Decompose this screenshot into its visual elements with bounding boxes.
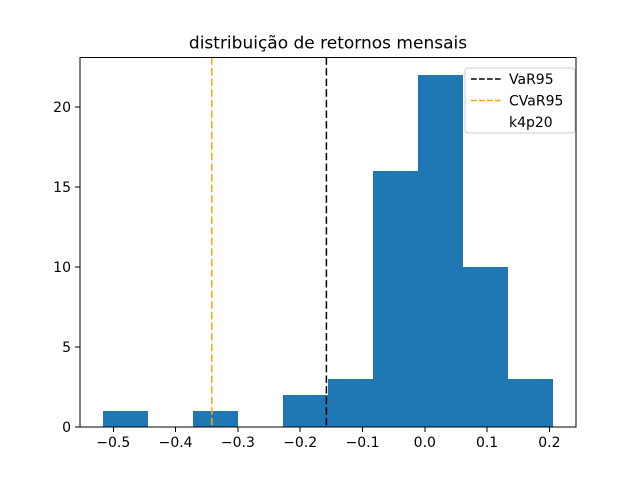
histogram-bar <box>103 411 148 428</box>
x-tick-label: −0.1 <box>346 435 380 451</box>
x-tick-label: 0.0 <box>414 435 436 451</box>
x-tick-label: −0.4 <box>159 435 193 451</box>
legend: VaR95 CVaR95 k4p20 <box>464 67 576 134</box>
histogram-bar <box>283 395 328 428</box>
y-axis-ticks: 0 5 10 15 20 <box>53 100 80 436</box>
y-tick-label: 15 <box>53 180 71 196</box>
x-tick-label: −0.5 <box>96 435 130 451</box>
axes-frame-group <box>79 57 577 428</box>
chart-title: distribuição de retornos mensais <box>189 34 467 54</box>
threshold-vlines <box>211 57 328 428</box>
histogram-bar <box>373 171 418 428</box>
histogram-bar <box>462 267 508 428</box>
histogram-bars <box>103 75 553 428</box>
y-tick-label: 20 <box>53 100 71 116</box>
legend-label: CVaR95 <box>509 94 563 110</box>
x-axis-ticks: −0.5 −0.4 −0.3 −0.2 −0.1 0.0 0.1 0.2 <box>96 427 561 451</box>
x-tick-label: −0.2 <box>283 435 317 451</box>
x-tick-label: −0.3 <box>221 435 255 451</box>
y-tick-label: 5 <box>62 340 71 356</box>
legend-box <box>464 67 576 134</box>
histogram-bar <box>507 379 553 428</box>
x-tick-label: 0.2 <box>538 435 560 451</box>
legend-label: k4p20 <box>509 115 553 131</box>
histogram-bar <box>193 411 238 428</box>
y-tick-label: 10 <box>53 260 71 276</box>
x-tick-label: 0.1 <box>476 435 498 451</box>
histogram-bar <box>418 75 463 428</box>
y-tick-label: 0 <box>62 420 71 436</box>
legend-label: VaR95 <box>509 72 554 88</box>
histogram-bar <box>328 379 373 428</box>
axes-frame <box>79 57 577 428</box>
